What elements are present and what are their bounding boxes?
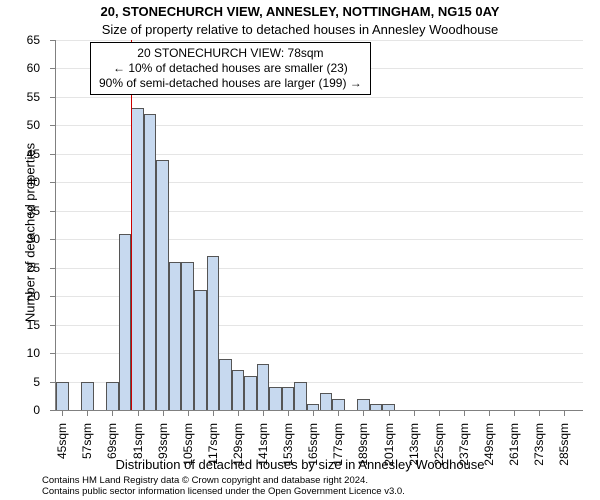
x-tick: [263, 410, 264, 416]
x-tick: [489, 410, 490, 416]
x-tick: [138, 410, 139, 416]
histogram-bar: [131, 108, 144, 410]
histogram-bar: [269, 387, 282, 410]
x-tick: [439, 410, 440, 416]
title-sub: Size of property relative to detached ho…: [0, 22, 600, 37]
y-tick-label: 45: [27, 147, 40, 161]
histogram-bar: [181, 262, 194, 410]
x-tick: [564, 410, 565, 416]
y-tick-label: 65: [27, 33, 40, 47]
y-tick: [50, 410, 56, 411]
y-tick-label: 35: [27, 204, 40, 218]
annotation-line2: ← 10% of detached houses are smaller (23…: [99, 61, 362, 76]
histogram-bar: [56, 382, 69, 410]
x-tick: [389, 410, 390, 416]
y-tick-label: 25: [27, 261, 40, 275]
x-tick: [514, 410, 515, 416]
histogram-bar: [282, 387, 295, 410]
x-tick: [414, 410, 415, 416]
y-tick: [50, 97, 56, 98]
y-tick-label: 40: [27, 175, 40, 189]
histogram-bar: [144, 114, 157, 410]
y-tick: [50, 40, 56, 41]
histogram-bar: [244, 376, 257, 410]
y-tick: [50, 125, 56, 126]
y-tick-label: 30: [27, 232, 40, 246]
histogram-bar: [382, 404, 395, 410]
x-tick: [539, 410, 540, 416]
histogram-bar: [357, 399, 370, 410]
histogram-bar: [307, 404, 320, 410]
x-tick: [338, 410, 339, 416]
y-tick: [50, 296, 56, 297]
histogram-bar: [232, 370, 245, 410]
y-tick: [50, 154, 56, 155]
reference-line: [131, 40, 132, 410]
histogram-bar: [320, 393, 333, 410]
x-tick: [313, 410, 314, 416]
chart-container: 20, STONECHURCH VIEW, ANNESLEY, NOTTINGH…: [0, 0, 600, 500]
y-tick: [50, 353, 56, 354]
y-tick-label: 20: [27, 289, 40, 303]
histogram-bar: [207, 256, 220, 410]
y-tick-label: 60: [27, 61, 40, 75]
footer: Contains HM Land Registry data © Crown c…: [42, 476, 405, 498]
x-tick: [464, 410, 465, 416]
histogram-bar: [219, 359, 232, 410]
x-tick: [213, 410, 214, 416]
x-tick: [238, 410, 239, 416]
x-tick: [87, 410, 88, 416]
annotation-box: 20 STONECHURCH VIEW: 78sqm ← 10% of deta…: [90, 42, 371, 95]
x-tick: [163, 410, 164, 416]
x-tick: [112, 410, 113, 416]
title-main: 20, STONECHURCH VIEW, ANNESLEY, NOTTINGH…: [0, 4, 600, 19]
y-tick: [50, 268, 56, 269]
gridline: [56, 40, 583, 41]
footer-line2: Contains public sector information licen…: [42, 487, 405, 498]
plot-area: [55, 40, 583, 411]
y-tick-label: 50: [27, 118, 40, 132]
y-tick-label: 5: [33, 375, 40, 389]
y-tick: [50, 182, 56, 183]
histogram-bar: [106, 382, 119, 410]
y-tick-label: 55: [27, 90, 40, 104]
x-tick: [188, 410, 189, 416]
gridline: [56, 97, 583, 98]
histogram-bar: [81, 382, 94, 410]
y-tick: [50, 325, 56, 326]
y-tick: [50, 68, 56, 69]
histogram-bar: [119, 234, 132, 410]
y-tick: [50, 211, 56, 212]
x-tick: [363, 410, 364, 416]
y-tick-label: 10: [27, 346, 40, 360]
histogram-bar: [169, 262, 182, 410]
histogram-bar: [156, 160, 169, 410]
annotation-line3: 90% of semi-detached houses are larger (…: [99, 76, 362, 91]
annotation-line1: 20 STONECHURCH VIEW: 78sqm: [99, 46, 362, 61]
histogram-bar: [370, 404, 383, 410]
x-tick: [62, 410, 63, 416]
y-tick-label: 0: [33, 403, 40, 417]
x-tick: [288, 410, 289, 416]
histogram-bar: [332, 399, 345, 410]
histogram-bar: [294, 382, 307, 410]
y-tick-label: 15: [27, 318, 40, 332]
y-tick: [50, 239, 56, 240]
histogram-bar: [194, 290, 207, 410]
histogram-bar: [257, 364, 270, 410]
